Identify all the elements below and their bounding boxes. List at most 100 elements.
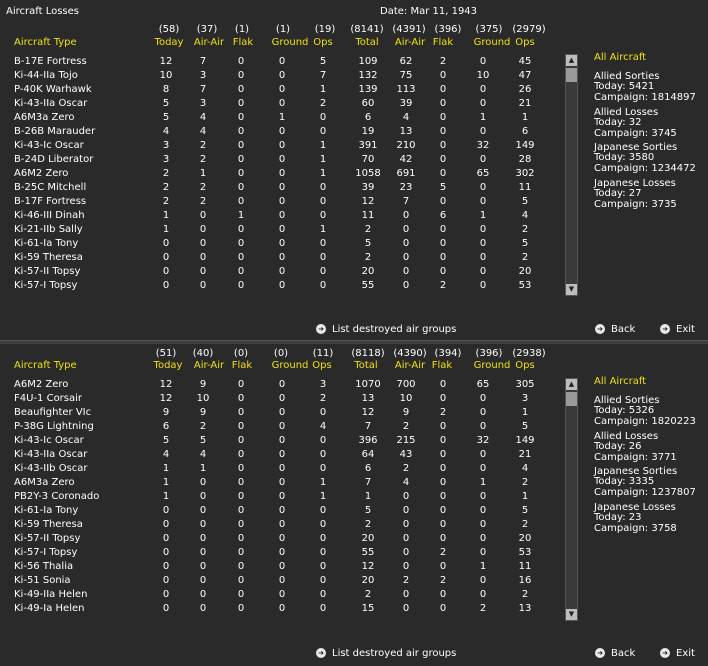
campaign-airair-value: 0 bbox=[402, 547, 410, 558]
ops-value: 7 bbox=[319, 70, 327, 81]
scroll-up-icon[interactable]: ▲ bbox=[566, 55, 577, 66]
col-campaign-ops[interactable]: Ops bbox=[515, 37, 535, 48]
campaign-ground-value: 0 bbox=[479, 547, 487, 558]
table-row[interactable]: Ki-49-IIa Helen 0 0 0 0 0 2 0 0 0 2 bbox=[0, 589, 560, 603]
scroll-up-icon[interactable]: ▲ bbox=[566, 379, 577, 390]
col-ops[interactable]: Ops bbox=[313, 37, 333, 48]
campaign-ops-value: 2 bbox=[521, 477, 529, 488]
exit-button[interactable]: ➜ Exit bbox=[660, 648, 695, 660]
table-row[interactable]: Ki-51 Sonia 0 0 0 0 0 20 2 2 0 16 bbox=[0, 575, 560, 589]
scroll-thumb[interactable] bbox=[566, 68, 577, 82]
campaign-ground-value: 0 bbox=[479, 280, 487, 291]
col-aircraft-type[interactable]: Aircraft Type bbox=[14, 360, 77, 371]
flak-value: 0 bbox=[237, 463, 245, 474]
table-row[interactable]: A6M3a Zero 1 0 0 0 1 7 4 0 1 2 bbox=[0, 477, 560, 491]
table-row[interactable]: P-40K Warhawk 8 7 0 0 1 139 113 0 0 26 bbox=[0, 84, 560, 98]
table-row[interactable]: Ki-56 Thalia 0 0 0 0 0 12 0 0 1 11 bbox=[0, 561, 560, 575]
col-total[interactable]: Total bbox=[354, 360, 378, 371]
table-row[interactable]: B-26B Marauder 4 4 0 0 0 19 13 0 0 6 bbox=[0, 126, 560, 140]
total-value: 6 bbox=[364, 112, 372, 123]
aircraft-name: Ki-56 Thalia bbox=[14, 561, 74, 572]
table-row[interactable]: Ki-57-II Topsy 0 0 0 0 0 20 0 0 0 20 bbox=[0, 533, 560, 547]
all-aircraft-filter[interactable]: All Aircraft bbox=[594, 52, 647, 63]
exit-button[interactable]: ➜ Exit bbox=[660, 324, 695, 336]
table-row[interactable]: A6M3a Zero 5 4 0 1 0 6 4 0 1 1 bbox=[0, 112, 560, 126]
ground-value: 0 bbox=[278, 561, 286, 572]
campaign-flak-value: 0 bbox=[439, 98, 447, 109]
table-row[interactable]: Ki-49-Ia Helen 0 0 0 0 0 15 0 0 2 13 bbox=[0, 603, 560, 617]
col-campaign-ops[interactable]: Ops bbox=[515, 360, 535, 371]
col-campaign-flak[interactable]: Flak bbox=[431, 360, 453, 371]
col-flak[interactable]: Flak bbox=[231, 360, 253, 371]
campaign-airair-value: 62 bbox=[399, 56, 413, 67]
col-campaign-airair[interactable]: Air-Air bbox=[394, 360, 426, 371]
col-today[interactable]: Today bbox=[154, 37, 184, 48]
table-row[interactable]: B-25C Mitchell 2 2 0 0 0 39 23 5 0 11 bbox=[0, 182, 560, 196]
table-row[interactable]: Ki-61-Ia Tony 0 0 0 0 0 5 0 0 0 5 bbox=[0, 238, 560, 252]
list-destroyed-button[interactable]: ➜ List destroyed air groups bbox=[316, 324, 456, 336]
table-row[interactable]: Ki-43-IIa Oscar 5 3 0 0 2 60 39 0 0 21 bbox=[0, 98, 560, 112]
col-ground[interactable]: Ground bbox=[271, 37, 309, 48]
table-row[interactable]: Ki-57-I Topsy 0 0 0 0 0 55 0 2 0 53 bbox=[0, 280, 560, 294]
table-row[interactable]: Ki-21-IIb Sally 1 0 0 0 1 2 0 0 0 2 bbox=[0, 224, 560, 238]
flak-value: 0 bbox=[237, 533, 245, 544]
back-label: Back bbox=[611, 648, 636, 659]
col-ground[interactable]: Ground bbox=[271, 360, 309, 371]
table-row[interactable]: Ki-43-IIa Oscar 4 4 0 0 0 64 43 0 0 21 bbox=[0, 449, 560, 463]
table-row[interactable]: Ki-59 Theresa 0 0 0 0 0 2 0 0 0 2 bbox=[0, 252, 560, 266]
scroll-down-icon[interactable]: ▼ bbox=[566, 609, 577, 620]
col-campaign-ground[interactable]: Ground bbox=[473, 360, 511, 371]
table-row[interactable]: Ki-46-III Dinah 1 0 1 0 0 11 0 6 1 4 bbox=[0, 210, 560, 224]
aircraft-name: Ki-57-II Topsy bbox=[14, 266, 81, 277]
all-aircraft-filter[interactable]: All Aircraft bbox=[594, 376, 647, 387]
table-row[interactable]: B-24D Liberator 3 2 0 0 1 70 42 0 0 28 bbox=[0, 154, 560, 168]
col-ops[interactable]: Ops bbox=[312, 360, 332, 371]
col-campaign-flak[interactable]: Flak bbox=[432, 37, 454, 48]
table-row[interactable]: Ki-43-Ic Oscar 3 2 0 0 1 391 210 0 32 149 bbox=[0, 140, 560, 154]
table-row[interactable]: Beaufighter VIc 9 9 0 0 0 12 9 2 0 1 bbox=[0, 407, 560, 421]
ground-value: 0 bbox=[278, 182, 286, 193]
scrollbar[interactable]: ▲ ▼ bbox=[565, 54, 578, 296]
back-button[interactable]: ➜ Back bbox=[595, 648, 635, 660]
col-campaign-airair[interactable]: Air-Air bbox=[394, 37, 426, 48]
japanese-sorties-today: Today: 3580 bbox=[594, 152, 655, 163]
ops-value: 1 bbox=[319, 491, 327, 502]
today-value: 8 bbox=[162, 84, 170, 95]
scrollbar[interactable]: ▲ ▼ bbox=[565, 378, 578, 621]
col-today[interactable]: Today bbox=[153, 360, 183, 371]
campaign-airair-value: 0 bbox=[402, 224, 410, 235]
table-row[interactable]: Ki-59 Theresa 0 0 0 0 0 2 0 0 0 2 bbox=[0, 519, 560, 533]
table-row[interactable]: Ki-57-I Topsy 0 0 0 0 0 55 0 2 0 53 bbox=[0, 547, 560, 561]
table-row[interactable]: F4U-1 Corsair 12 10 0 0 2 13 10 0 0 3 bbox=[0, 393, 560, 407]
table-row[interactable]: Ki-43-Ic Oscar 5 5 0 0 0 396 215 0 32 149 bbox=[0, 435, 560, 449]
table-row[interactable]: A6M2 Zero 2 1 0 0 1 1058 691 0 65 302 bbox=[0, 168, 560, 182]
table-row[interactable]: A6M2 Zero 12 9 0 0 3 1070 700 0 65 305 bbox=[0, 379, 560, 393]
table-row[interactable]: P-38G Lightning 6 2 0 0 4 7 2 0 0 5 bbox=[0, 421, 560, 435]
campaign-flak-value: 0 bbox=[439, 266, 447, 277]
table-row[interactable]: PB2Y-3 Coronado 1 0 0 0 1 1 0 0 0 1 bbox=[0, 491, 560, 505]
table-row[interactable]: B-17F Fortress 2 2 0 0 0 12 7 0 0 5 bbox=[0, 196, 560, 210]
col-total[interactable]: Total bbox=[355, 37, 379, 48]
campaign-ground-value: 0 bbox=[479, 224, 487, 235]
ground-value: 0 bbox=[278, 407, 286, 418]
col-campaign-ground[interactable]: Ground bbox=[473, 37, 511, 48]
table-row[interactable]: Ki-57-II Topsy 0 0 0 0 0 20 0 0 0 20 bbox=[0, 266, 560, 280]
scroll-thumb[interactable] bbox=[566, 392, 577, 406]
ops-value: 1 bbox=[319, 84, 327, 95]
campaign-flak-value: 0 bbox=[439, 393, 447, 404]
back-button[interactable]: ➜ Back bbox=[595, 324, 635, 336]
col-aircraft-type[interactable]: Aircraft Type bbox=[14, 37, 77, 48]
table-row[interactable]: Ki-44-IIa Tojo 10 3 0 0 7 132 75 0 10 47 bbox=[0, 70, 560, 84]
col-airair[interactable]: Air-Air bbox=[193, 360, 225, 371]
ops-value: 0 bbox=[319, 435, 327, 446]
table-row[interactable]: B-17E Fortress 12 7 0 0 5 109 62 2 0 45 bbox=[0, 56, 560, 70]
col-flak[interactable]: Flak bbox=[232, 37, 254, 48]
list-destroyed-button[interactable]: ➜ List destroyed air groups bbox=[316, 648, 456, 660]
col-airair[interactable]: Air-Air bbox=[193, 37, 225, 48]
today-value: 12 bbox=[159, 56, 173, 67]
table-row[interactable]: Ki-43-IIb Oscar 1 1 0 0 0 6 2 0 0 4 bbox=[0, 463, 560, 477]
arrow-right-icon: ➜ bbox=[316, 648, 326, 658]
campaign-ops-value: 4 bbox=[521, 210, 529, 221]
scroll-down-icon[interactable]: ▼ bbox=[566, 284, 577, 295]
table-row[interactable]: Ki-61-Ia Tony 0 0 0 0 0 5 0 0 0 5 bbox=[0, 505, 560, 519]
